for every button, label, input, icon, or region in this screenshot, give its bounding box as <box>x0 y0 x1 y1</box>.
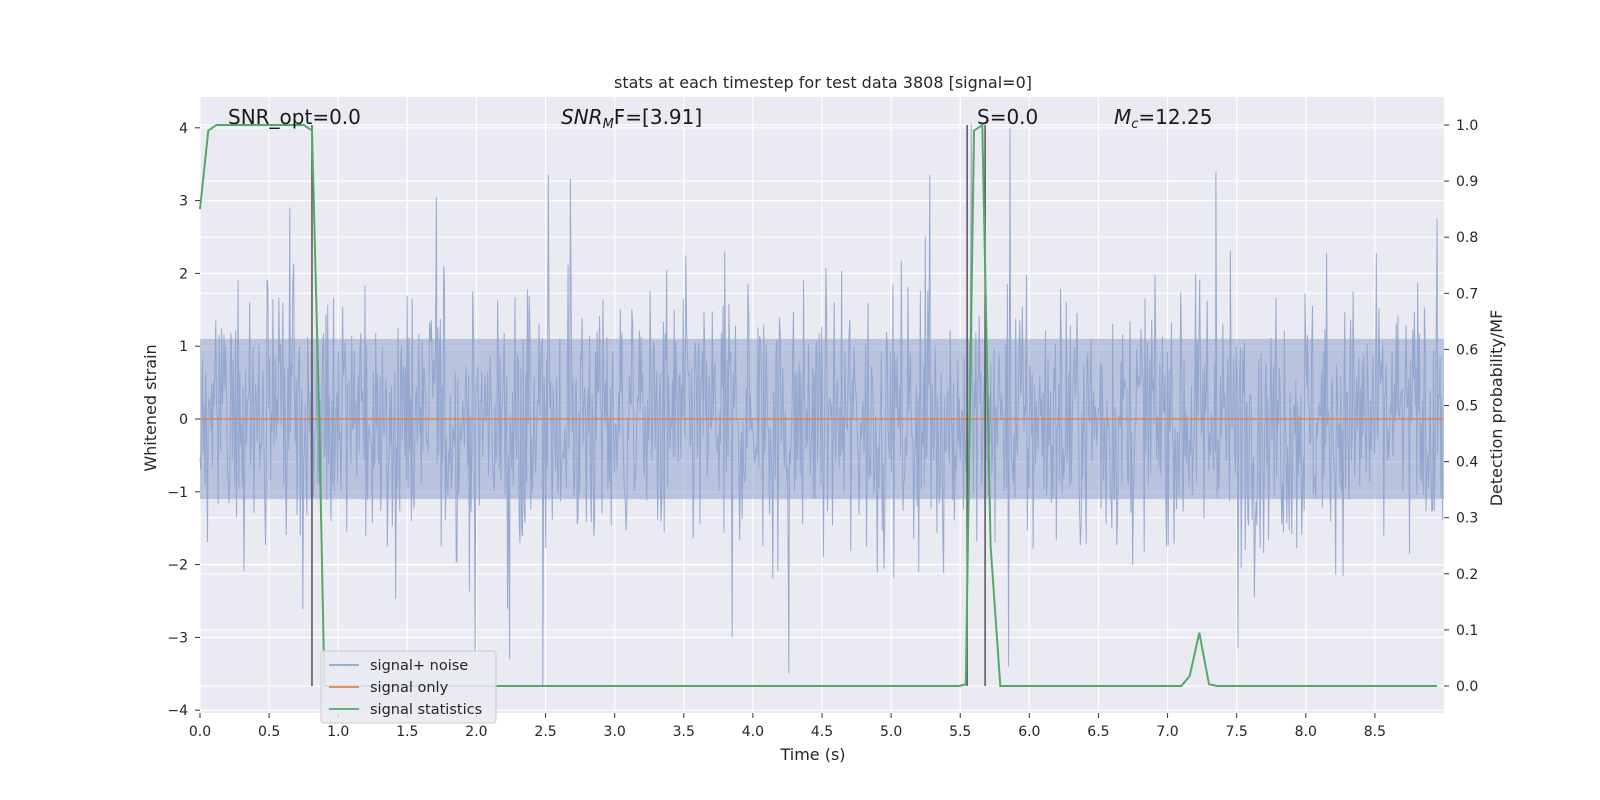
x-tick-label: 1.0 <box>327 724 349 740</box>
y-axis-right: 1.0 0.9 0.8 0.7 0.6 0.5 0.4 0.3 0.2 0.1 0.0 <box>1444 118 1478 695</box>
y-right-tick-label: 0.5 <box>1456 399 1478 415</box>
y-right-tick-label: 1.0 <box>1456 118 1478 134</box>
annotation-snr-mf: SNRMF=[3.91] <box>561 105 702 132</box>
x-tick-label: 3.0 <box>604 724 626 740</box>
y-right-tick-label: 0.9 <box>1456 174 1478 190</box>
x-tick-label: 2.0 <box>465 724 487 740</box>
y-right-tick-label: 0.8 <box>1456 230 1478 246</box>
y-axis-right-label: Detection probability/MF <box>1487 310 1506 507</box>
annotation-mc-base: M <box>1114 105 1131 129</box>
x-tick-label: 5.5 <box>949 724 971 740</box>
x-tick-label: 4.0 <box>742 724 764 740</box>
y-right-tick-label: 0.2 <box>1456 567 1478 583</box>
y-right-tick-label: 0.1 <box>1456 623 1478 639</box>
y-left-tick-label: 1 <box>179 339 188 355</box>
annotation-snr-mf-sub: M <box>603 117 614 132</box>
x-tick-label: 6.5 <box>1087 724 1109 740</box>
annotation-mc-sub: c <box>1131 117 1138 132</box>
annotation-snr-mf-rest: F=[3.91] <box>614 105 702 129</box>
noise-line <box>199 124 1444 685</box>
y-right-tick-label: 0.4 <box>1456 455 1478 471</box>
x-tick-label: 7.0 <box>1156 724 1178 740</box>
x-tick-label: 6.0 <box>1018 724 1040 740</box>
x-tick-label: 0.0 <box>189 724 211 740</box>
y-left-tick-label: −4 <box>167 703 188 719</box>
y-axis-left: 4 3 2 1 0 −1 −2 −3 −4 <box>167 121 200 719</box>
statistics-line <box>199 123 1438 687</box>
x-tick-label: 2.5 <box>534 724 556 740</box>
y-left-tick-label: 3 <box>179 194 188 210</box>
x-tick-label: 8.0 <box>1295 724 1317 740</box>
legend: signal+ noise signal only signal statist… <box>320 650 497 724</box>
annotation-mc-rest: =12.25 <box>1138 105 1212 129</box>
x-axis: 0.0 0.5 1.0 1.5 2.0 2.5 3.0 3.5 4.0 4.5 5.0 5.5 6.0 6… <box>189 713 1386 740</box>
legend-label-statistics: signal statistics <box>370 702 482 718</box>
annotation-snr-opt: SNR_opt=0.0 <box>228 105 361 129</box>
y-left-tick-label: 2 <box>179 266 188 282</box>
annotation-mc: Mc=12.25 <box>1114 105 1212 132</box>
x-tick-label: 1.5 <box>396 724 418 740</box>
x-axis-label: Time (s) <box>779 745 845 764</box>
y-left-tick-label: −1 <box>167 485 188 501</box>
y-right-tick-label: 0.0 <box>1456 679 1478 695</box>
y-left-tick-label: 4 <box>179 121 188 137</box>
y-left-tick-label: −3 <box>167 630 188 646</box>
x-tick-label: 8.5 <box>1364 724 1386 740</box>
legend-label-signal-only: signal only <box>370 680 449 696</box>
x-tick-label: 7.5 <box>1226 724 1248 740</box>
annotation-s: S=0.0 <box>977 105 1038 129</box>
legend-label-noise: signal+ noise <box>370 658 468 674</box>
y-right-tick-label: 0.6 <box>1456 342 1478 358</box>
chart-title: stats at each timestep for test data 380… <box>614 73 1032 92</box>
x-tick-label: 3.5 <box>673 724 695 740</box>
x-tick-label: 4.5 <box>811 724 833 740</box>
y-axis-left-label: Whitened strain <box>141 344 160 471</box>
y-left-tick-label: 0 <box>179 412 188 428</box>
y-left-tick-label: −2 <box>167 558 188 574</box>
x-tick-label: 5.0 <box>880 724 902 740</box>
annotation-snr-mf-base: SNR <box>561 105 603 129</box>
series-signal-statistics <box>199 123 1438 687</box>
x-tick-label: 0.5 <box>258 724 280 740</box>
y-right-tick-label: 0.3 <box>1456 511 1478 527</box>
y-right-tick-label: 0.7 <box>1456 286 1478 302</box>
legend-box <box>320 650 497 724</box>
